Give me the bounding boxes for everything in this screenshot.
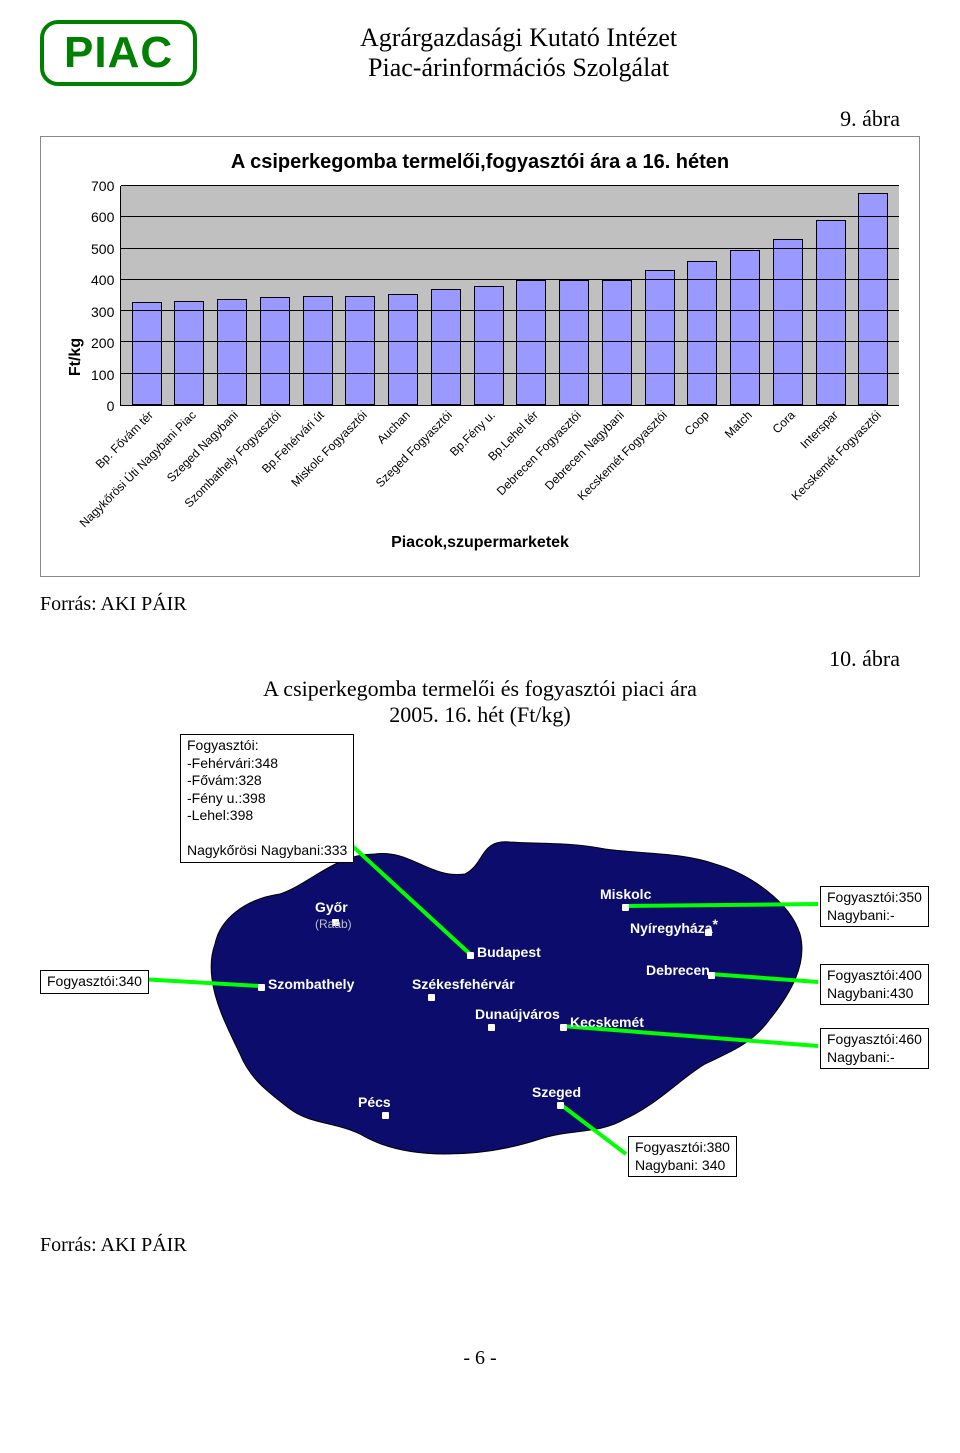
bar bbox=[431, 289, 461, 405]
callout-miskolc: Fogyasztói:350Nagybani:- bbox=[820, 886, 929, 927]
callout-szeged: Fogyasztói:380Nagybani: 340 bbox=[628, 1136, 737, 1177]
figure9-chart: A csiperkegomba termelői,fogyasztói ára … bbox=[40, 136, 920, 577]
callout-debrecen: Fogyasztói:400Nagybani:430 bbox=[820, 964, 929, 1005]
figure10-map: Miskolc Nyíregyháza* Debrecen Győr(Raab)… bbox=[40, 734, 920, 1194]
bar bbox=[516, 280, 546, 405]
xtick-label: Match bbox=[722, 408, 755, 441]
figure10-title: A csiperkegomba termelői és fogyasztói p… bbox=[40, 676, 920, 728]
header-line2: Piac-árinformációs Szolgálat bbox=[237, 53, 800, 83]
figure9-title: A csiperkegomba termelői,fogyasztói ára … bbox=[61, 151, 899, 174]
hungary-map-svg bbox=[40, 734, 920, 1194]
city-budapest: Budapest bbox=[477, 944, 541, 960]
source-2: Forrás: AKI PÁIR bbox=[40, 1234, 920, 1257]
bar bbox=[303, 296, 333, 405]
bar bbox=[730, 250, 760, 405]
figure9-ylabel: Ft/kg bbox=[67, 338, 85, 376]
page-number: - 6 - bbox=[40, 1347, 920, 1370]
city-pecs: Pécs bbox=[358, 1094, 391, 1110]
dot-miskolc bbox=[622, 904, 629, 911]
bar bbox=[645, 270, 675, 405]
city-miskolc: Miskolc bbox=[600, 886, 651, 902]
logo: PIAC bbox=[40, 20, 197, 86]
dot-szekesfehervar bbox=[428, 994, 435, 1001]
dot-pecs bbox=[382, 1112, 389, 1119]
dot-dunaujvaros bbox=[488, 1024, 495, 1031]
hungary-outline bbox=[211, 842, 802, 1154]
bar bbox=[132, 302, 162, 405]
bar bbox=[773, 239, 803, 405]
bar bbox=[345, 296, 375, 406]
header-line1: Agrárgazdasági Kutató Intézet bbox=[237, 23, 800, 53]
source-1: Forrás: AKI PÁIR bbox=[40, 593, 920, 616]
dot-kecskemet bbox=[560, 1024, 567, 1031]
city-kecskemet: Kecskemét bbox=[570, 1014, 644, 1030]
bar bbox=[559, 280, 589, 405]
figure9-yticks: 7006005004003002001000 bbox=[91, 186, 120, 406]
bar bbox=[260, 297, 290, 405]
figure9-label: 9. ábra bbox=[40, 106, 900, 132]
bar bbox=[687, 261, 717, 405]
callout-szombathely: Fogyasztói:340 bbox=[40, 970, 149, 994]
line-miskolc bbox=[625, 904, 818, 906]
xtick-label: Coop bbox=[682, 408, 712, 438]
city-gyor: Győr(Raab) bbox=[315, 899, 352, 931]
xtick-label: Cora bbox=[770, 408, 798, 436]
city-szekesfehervar: Székesfehérvár bbox=[412, 976, 515, 992]
figure9-plot bbox=[120, 186, 899, 406]
xtick-label: Interspar bbox=[797, 408, 840, 451]
city-szeged: Szeged bbox=[532, 1084, 581, 1100]
bar bbox=[174, 301, 204, 405]
figure9-xlabel: Piacok,szupermarketek bbox=[61, 534, 899, 552]
bar bbox=[217, 299, 247, 405]
xtick-label: Auchan bbox=[374, 408, 413, 447]
figure10-label: 10. ábra bbox=[40, 646, 900, 672]
city-szombathely: Szombathely bbox=[268, 976, 354, 992]
city-nyiregyhaza: Nyíregyháza* bbox=[630, 920, 718, 936]
city-dunaujvaros: Dunaújváros bbox=[475, 1006, 560, 1022]
callout-budapest: Fogyasztói:-Fehérvári:348-Fővám:328-Fény… bbox=[180, 734, 354, 863]
bar bbox=[474, 286, 504, 405]
header-org: Agrárgazdasági Kutató Intézet Piac-árinf… bbox=[237, 23, 800, 83]
dot-szombathely bbox=[258, 984, 265, 991]
figure9-xticks: Bp. Fővám térNagykőrösi Úti Nagybani Pia… bbox=[120, 408, 899, 528]
callout-kecskemet: Fogyasztói:460Nagybani:- bbox=[820, 1028, 929, 1069]
city-debrecen: Debrecen bbox=[646, 962, 710, 978]
page-header: PIAC Agrárgazdasági Kutató Intézet Piac-… bbox=[40, 20, 920, 86]
dot-szeged bbox=[557, 1102, 564, 1109]
dot-budapest bbox=[467, 952, 474, 959]
